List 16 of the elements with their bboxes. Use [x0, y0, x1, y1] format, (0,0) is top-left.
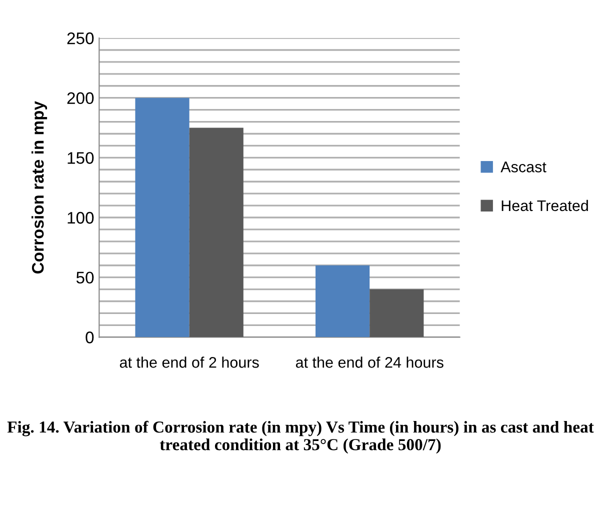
y-tick-label: 150 — [68, 152, 94, 164]
legend-label: Heat Treated — [502, 200, 588, 212]
y-tick-label: 200 — [67, 92, 94, 104]
bar — [189, 128, 244, 338]
y-tick-label: 0 — [86, 332, 94, 344]
bar — [135, 98, 190, 338]
bar — [370, 289, 424, 338]
x-tick-label: at the end of 24 hours — [296, 356, 444, 368]
caption: Fig. 14. Variation of Corrosion rate (in mpy) Vs Time (in hours) in as cast and heat treated condition at 35°C (Grade 500/7) — [7, 420, 594, 454]
y-tick-label: 50 — [76, 272, 94, 284]
y-tick-label: 250 — [67, 32, 94, 44]
bar — [316, 265, 370, 338]
y-tick-label: 100 — [68, 212, 94, 224]
y-axis-title: Corrosion rate in mpy — [32, 101, 48, 274]
legend-label: Ascast — [500, 162, 546, 172]
x-tick-label: at the end of 2 hours — [120, 356, 259, 368]
